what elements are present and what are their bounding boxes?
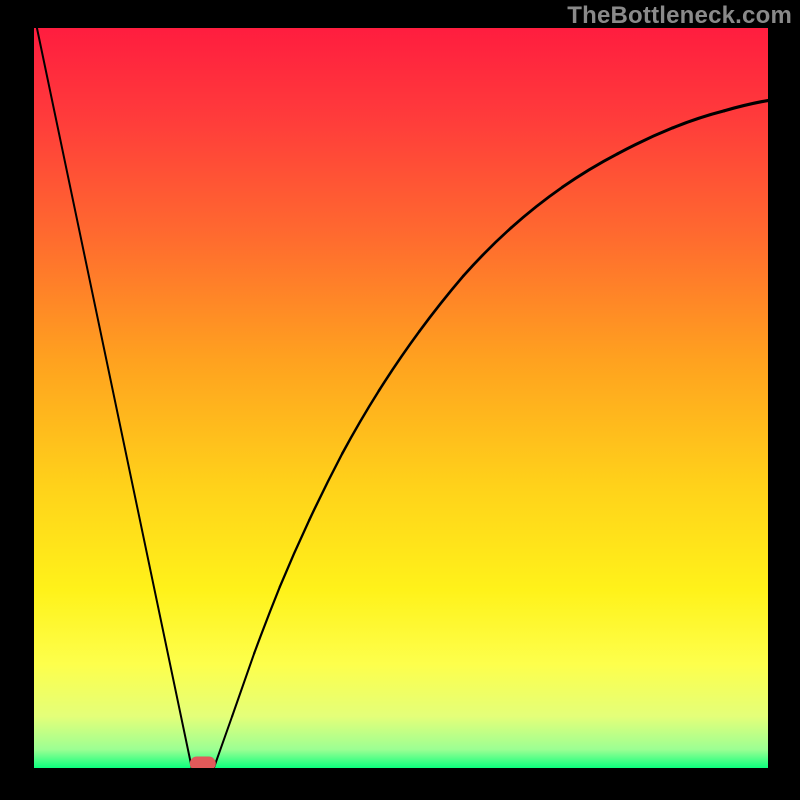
chart-container: TheBottleneck.com [0, 0, 800, 800]
watermark-text: TheBottleneck.com [567, 2, 792, 30]
chart-svg [0, 0, 800, 800]
plot-background [34, 28, 768, 768]
